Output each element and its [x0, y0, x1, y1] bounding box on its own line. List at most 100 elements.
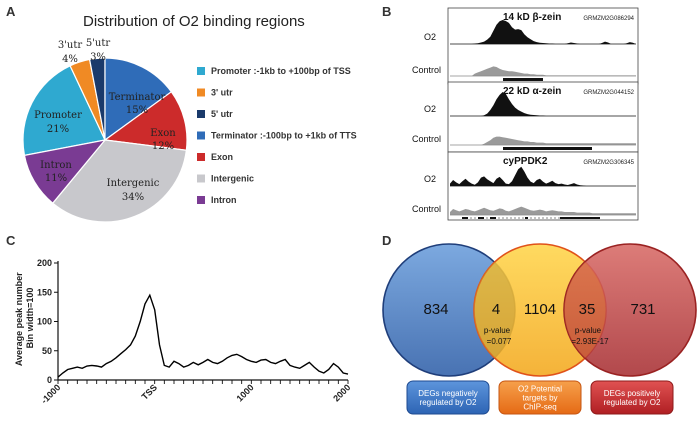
venn-label-pos: DEGs positively regulated by O2: [604, 389, 661, 407]
legend-swatch-4: [197, 153, 205, 161]
y-axis-title: Average peak number Bin width=100: [14, 270, 35, 366]
o2-track-label: O2: [424, 32, 436, 42]
venn-label-line: regulated by O2: [420, 398, 477, 407]
pie-label-exon: Exon: [150, 128, 176, 139]
gene-model-bar: [503, 147, 592, 150]
pie-label-utr5: 5'utr: [86, 38, 111, 49]
venn-overlap-neg-chip: [473, 262, 516, 358]
line-series: [57, 293, 349, 378]
pie-pct-utr3: 4%: [62, 54, 78, 65]
x-tick-label: 2000: [331, 382, 352, 403]
line-axes: 0 50 100 150 200 -1000 TSS 1000 2000: [37, 258, 352, 406]
legend-label-1: 3' utr: [211, 88, 233, 98]
y-tick-label: 200: [37, 258, 52, 268]
o2-track-label: O2: [424, 174, 436, 184]
venn-count-chip: 1104: [524, 301, 556, 318]
y-tick-label: 150: [37, 287, 52, 297]
o2-signal: [450, 20, 636, 44]
y-axis-title-line2: Bin width=100: [25, 288, 35, 349]
pie-label-terminator: Terminator: [109, 92, 166, 103]
track-block-0: 14 kD β-zein GRMZM2G086294 O2 Control: [412, 7, 639, 85]
y-tick-label: 50: [42, 346, 52, 356]
pie-slices: [22, 57, 188, 223]
track-block-1: 22 kD α-zein GRMZM2G044152 O2 Control: [412, 81, 639, 153]
y-tick-label: 100: [37, 317, 52, 327]
venn-pvalue-label-0: p-value: [484, 326, 511, 335]
pie-labels: Promoter 21% 3'utr 4% 5'utr 3% Terminator 15% Ex…: [34, 38, 176, 203]
venn-label-line: regulated by O2: [604, 398, 661, 407]
control-track-label: Control: [412, 65, 441, 75]
venn-pvalue-1: =2.93E-17: [571, 337, 609, 346]
gene-id: GRMZM2G044152: [583, 90, 634, 96]
track-frame: [447, 7, 639, 85]
venn-label-box-pos: [590, 380, 674, 415]
pie-label-intron: Intron: [40, 160, 72, 171]
control-track-label: Control: [412, 134, 441, 144]
panel-b-letter: B: [382, 4, 391, 19]
pie-label-intergenic: Intergenic: [107, 178, 160, 189]
panel-d-venn: 834 1104 731 4 p-value =0.077 35 p-value =2.93E-…: [382, 243, 697, 415]
pie-pct-promoter: 21%: [47, 124, 69, 135]
gene-title: 22 kD α-zein: [503, 86, 561, 97]
gene-model-bar: [462, 217, 468, 219]
venn-label-box-neg: [406, 380, 490, 415]
venn-label-chip: O2 Potential targets by ChIP-seq: [518, 385, 562, 412]
legend-label-2: 5' utr: [211, 109, 233, 119]
pie-pct-utr5: 3%: [90, 52, 106, 63]
legend-label-6: Intron: [211, 195, 237, 205]
panel-a-pie-chart: Distribution of O2 binding regions Promo…: [22, 13, 357, 223]
pie-pct-intergenic: 34%: [122, 192, 144, 203]
legend-swatch-1: [197, 88, 205, 97]
legend-swatch-5: [197, 174, 205, 183]
o2-track-label: O2: [424, 104, 436, 114]
pie-pct-intron: 11%: [45, 173, 67, 184]
legend-swatch-2: [197, 110, 205, 118]
panel-a-letter: A: [6, 4, 16, 19]
venn-count-neg: 834: [423, 301, 448, 318]
pie-legend: Promoter :-1kb to +100bp of TSS 3' utr 5' …: [197, 66, 357, 205]
pie-slice-intergenic: [51, 139, 188, 223]
venn-pvalue-0: =0.077: [487, 337, 512, 346]
control-track-label: Control: [412, 204, 441, 214]
track-frame: [447, 81, 639, 153]
venn-circle-pos: [563, 243, 697, 377]
pie-pct-terminator: 15%: [126, 105, 148, 116]
gene-model-bar: [503, 78, 543, 81]
pie-pct-exon: 12%: [152, 141, 174, 152]
control-signal: [450, 66, 636, 76]
pie-label-promoter: Promoter: [34, 110, 82, 121]
panel-c-letter: C: [6, 233, 16, 248]
gene-title: cyPPDK2: [503, 156, 548, 167]
venn-label-line: DEGs positively: [604, 389, 660, 398]
pie-slice-intron: [23, 139, 107, 205]
venn-label-box-chip: [498, 380, 582, 415]
venn-overlap-chip-pos: [564, 262, 606, 358]
y-axis-title-line1: Average peak number: [14, 272, 24, 366]
venn-label-neg: DEGs negatively regulated by O2: [418, 389, 478, 407]
o2-signal: [450, 92, 636, 116]
venn-overlap-count-1: 35: [579, 301, 596, 318]
x-tick-label: TSS: [140, 382, 159, 401]
gene-id: GRMZM2G306345: [583, 160, 634, 166]
gene-title: 14 kD β-zein: [503, 12, 561, 23]
venn-count-pos: 731: [630, 301, 655, 318]
pie-title: Distribution of O2 binding regions: [83, 13, 305, 30]
x-tick-label: -1000: [39, 382, 62, 405]
venn-label-line: O2 Potential: [518, 385, 562, 394]
pie-slice-terminator: [104, 57, 173, 142]
legend-swatch-0: [197, 67, 205, 75]
control-signal: [450, 136, 636, 145]
legend-label-5: Intergenic: [211, 174, 254, 184]
venn-label-line: DEGs negatively: [418, 389, 478, 398]
venn-label-line: ChIP-seq: [523, 403, 556, 412]
control-signal: [450, 206, 636, 215]
pie-label-utr3: 3'utr: [58, 40, 83, 51]
legend-swatch-3: [197, 131, 205, 140]
track-block-2: cyPPDK2 GRMZM2G306345 O2 Control: [412, 151, 639, 221]
gene-id: GRMZM2G086294: [583, 16, 634, 22]
o2-signal: [450, 166, 636, 186]
pie-slice-promoter: [22, 65, 106, 157]
venn-pvalue-label-1: p-value: [575, 326, 602, 335]
